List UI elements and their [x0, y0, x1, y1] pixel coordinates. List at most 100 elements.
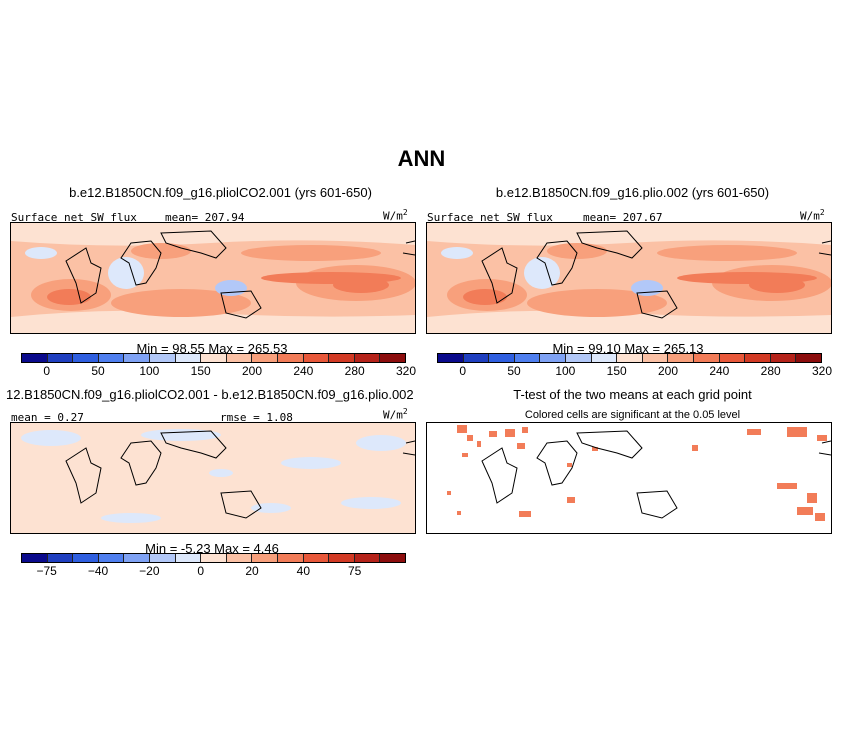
panel2-units: W/m2 — [800, 208, 825, 223]
panel1-map-field — [11, 223, 415, 333]
colorbar-swatch — [796, 354, 821, 362]
panel2-map-field — [427, 223, 831, 333]
colorbar-swatch — [252, 354, 278, 362]
colorbar-tick-label: 150 — [190, 364, 211, 378]
panel3-units: W/m2 — [383, 407, 408, 422]
colorbar-swatch — [380, 354, 405, 362]
colorbar-swatch — [617, 354, 643, 362]
panel3-title: 12.B1850CN.f09_g16.pliolCO2.001 - b.e12.… — [6, 387, 414, 402]
colorbar-tick-label: 240 — [293, 364, 314, 378]
colorbar-swatch — [329, 354, 355, 362]
figure-title: ANN — [397, 146, 446, 171]
colorbar-swatch — [514, 354, 541, 362]
colorbar-panel3-ticks: −75 −40 −20 0 20 40 75 — [21, 564, 406, 578]
panel3-map — [10, 422, 416, 534]
colorbar-swatch — [226, 354, 253, 362]
panel3-map-field — [11, 423, 415, 533]
colorbar-swatch — [745, 354, 771, 362]
colorbar-tick-label: 150 — [606, 364, 627, 378]
colorbar-swatch — [329, 554, 355, 562]
colorbar-tick-label: 100 — [555, 364, 576, 378]
colorbar-swatch — [489, 354, 515, 362]
panel2-minmax: Min = 99.10 Max = 265.13 — [552, 341, 704, 356]
colorbar-swatch — [303, 354, 330, 362]
panel2-title: b.e12.B1850CN.f09_g16.plio.002 (yrs 601-… — [495, 185, 770, 200]
panel4-subtitle: Colored cells are significant at the 0.0… — [524, 409, 741, 421]
colorbar-tick-label: −40 — [87, 564, 109, 578]
colorbar-swatch — [149, 354, 176, 362]
colorbar-swatch — [303, 554, 330, 562]
colorbar-swatch — [719, 354, 746, 362]
colorbar-tick-label: 75 — [347, 564, 362, 578]
panel4-map-field — [447, 425, 831, 521]
colorbar-tick-label: −20 — [139, 564, 160, 578]
panel1-mean: mean= 207.94 — [165, 211, 245, 224]
colorbar-swatch — [591, 354, 618, 362]
colorbar-swatch — [47, 554, 74, 562]
colorbar-swatch — [98, 354, 125, 362]
colorbar-tick-label: 320 — [395, 364, 417, 378]
panel3-mean: mean = 0.27 — [11, 411, 84, 424]
colorbar-swatch — [252, 554, 278, 562]
colorbar-panel2 — [437, 353, 822, 363]
colorbar-swatch — [438, 354, 464, 362]
colorbar-tick-label: 40 — [296, 564, 311, 578]
colorbar-swatch — [201, 554, 227, 562]
colorbar-swatch — [73, 554, 99, 562]
panel2-variable: Surface net SW flux — [427, 211, 553, 224]
colorbar-tick-label: 280 — [760, 364, 781, 378]
colorbar-swatch — [73, 354, 99, 362]
colorbar-swatch — [540, 354, 566, 362]
panel1-minmax: Min = 98.55 Max = 265.53 — [136, 341, 288, 356]
colorbar-swatch — [22, 554, 48, 562]
colorbar-swatch — [22, 354, 48, 362]
panel1-title: b.e12.B1850CN.f09_g16.pliolCO2.001 (yrs … — [69, 185, 372, 200]
colorbar-swatch — [124, 354, 150, 362]
panel3-minmax: Min = -5.23 Max = 4.46 — [145, 541, 279, 556]
panel1-units: W/m2 — [383, 208, 408, 223]
colorbar-swatch — [175, 554, 202, 562]
colorbar-panel1-ticks: 0 50 100 150 200 240 280 320 — [21, 364, 416, 378]
colorbar-tick-label: 280 — [344, 364, 365, 378]
colorbar-panel1 — [21, 353, 406, 363]
panel1-variable: Surface net SW flux — [11, 211, 137, 224]
colorbar-tick-label: −75 — [36, 564, 57, 578]
colorbar-swatch — [693, 354, 720, 362]
colorbar-tick-label: 0 — [459, 364, 466, 378]
colorbar-swatch — [668, 354, 694, 362]
colorbar-swatch — [380, 554, 405, 562]
colorbar-tick-label: 240 — [709, 364, 730, 378]
panel2-mean: mean= 207.67 — [583, 211, 663, 224]
colorbar-tick-label: 100 — [139, 364, 160, 378]
panel2-map — [426, 222, 832, 334]
colorbar-swatch — [98, 554, 125, 562]
panel1-map — [10, 222, 416, 334]
colorbar-swatch — [565, 354, 592, 362]
panel4-title: T-test of the two means at each grid poi… — [513, 387, 752, 402]
colorbar-swatch — [277, 554, 304, 562]
colorbar-swatch — [770, 354, 797, 362]
colorbar-swatch — [642, 354, 669, 362]
colorbar-swatch — [149, 554, 176, 562]
colorbar-swatch — [175, 354, 202, 362]
colorbar-tick-label: 0 — [43, 364, 50, 378]
colorbar-panel3 — [21, 553, 406, 563]
panel4-map — [426, 422, 832, 534]
colorbar-swatch — [201, 354, 227, 362]
colorbar-tick-label: 200 — [241, 364, 263, 378]
colorbar-tick-label: 50 — [507, 364, 521, 378]
colorbar-swatch — [226, 554, 253, 562]
colorbar-tick-label: 200 — [657, 364, 679, 378]
colorbar-tick-label: 0 — [197, 564, 204, 578]
colorbar-swatch — [47, 354, 74, 362]
colorbar-swatch — [124, 554, 150, 562]
colorbar-panel2-ticks: 0 50 100 150 200 240 280 320 — [437, 364, 832, 378]
panel3-rmse: rmse = 1.08 — [220, 411, 293, 424]
colorbar-swatch — [354, 354, 381, 362]
colorbar-swatch — [354, 554, 381, 562]
colorbar-swatch — [277, 354, 304, 362]
colorbar-tick-label: 50 — [91, 364, 105, 378]
colorbar-tick-label: 320 — [811, 364, 833, 378]
colorbar-swatch — [463, 354, 490, 362]
colorbar-tick-label: 20 — [245, 564, 259, 578]
